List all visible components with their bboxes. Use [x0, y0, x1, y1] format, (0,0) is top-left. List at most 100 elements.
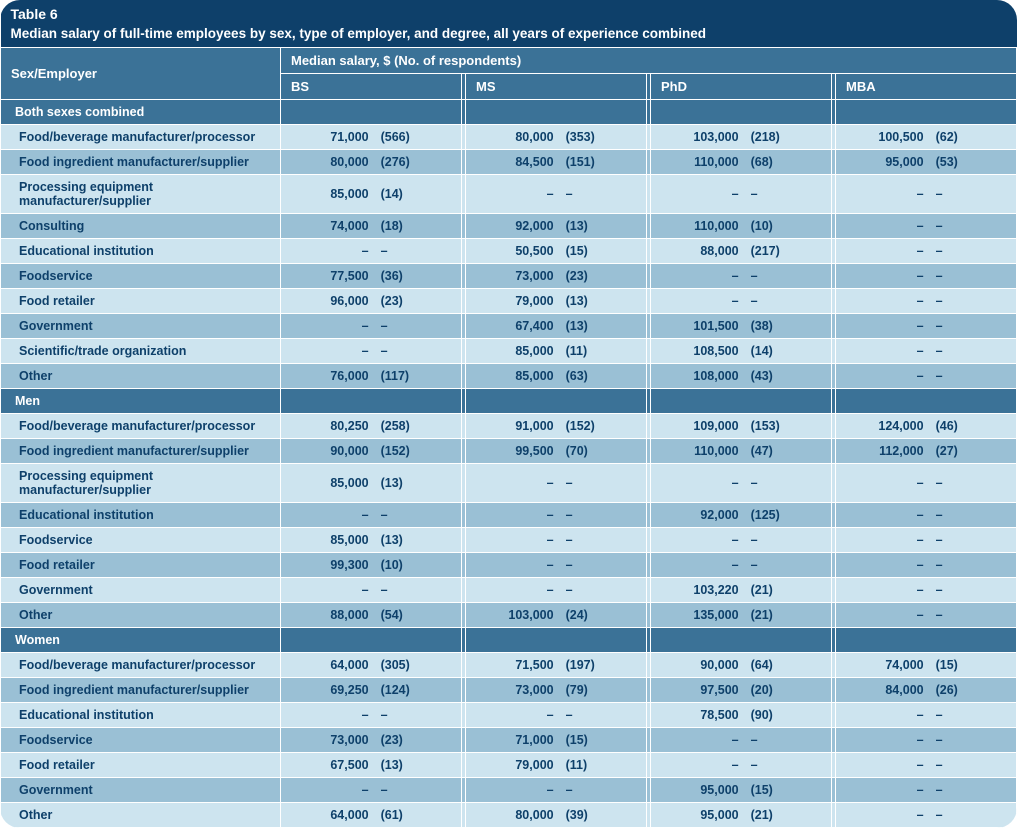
data-cell: ––	[466, 553, 647, 578]
salary-value: –	[836, 319, 930, 333]
data-cell: 124,000(46)	[836, 414, 1017, 439]
data-cell: ––	[466, 528, 647, 553]
respondent-count: (13)	[560, 319, 632, 333]
salary-value: –	[281, 244, 375, 258]
respondent-count: –	[930, 187, 1002, 201]
table-row: Food ingredient manufacturer/supplier90,…	[1, 439, 1017, 464]
data-cell: 108,500(14)	[651, 339, 832, 364]
salary-value: –	[281, 319, 375, 333]
data-cell: 110,000(47)	[651, 439, 832, 464]
respondent-count: –	[930, 708, 1002, 722]
respondent-count: –	[930, 508, 1002, 522]
data-cell: 84,500(151)	[466, 150, 647, 175]
data-cell: ––	[836, 603, 1017, 628]
salary-value: 135,000	[651, 608, 745, 622]
data-cell: 103,000(218)	[651, 125, 832, 150]
data-cell: ––	[836, 264, 1017, 289]
salary-value: 110,000	[651, 219, 745, 233]
data-cell: ––	[836, 703, 1017, 728]
data-cell: ––	[466, 464, 647, 503]
data-cell: 79,000(13)	[466, 289, 647, 314]
salary-value: –	[651, 558, 745, 572]
row-label: Food ingredient manufacturer/supplier	[1, 150, 281, 175]
respondent-count: –	[930, 583, 1002, 597]
data-cell: 67,500(13)	[281, 753, 462, 778]
salary-value: 64,000	[281, 658, 375, 672]
salary-value: 80,000	[466, 130, 560, 144]
respondent-count: (13)	[375, 533, 447, 547]
respondent-count: (258)	[375, 419, 447, 433]
respondent-count: (70)	[560, 444, 632, 458]
table-title-row: Table 6	[1, 0, 1017, 24]
data-cell: ––	[836, 364, 1017, 389]
row-label: Government	[1, 578, 281, 603]
col-phd: PhD	[651, 74, 832, 100]
salary-value: –	[836, 269, 930, 283]
salary-value: 85,000	[466, 369, 560, 383]
salary-value: 109,000	[651, 419, 745, 433]
data-cell: ––	[651, 728, 832, 753]
table-row: Scientific/trade organization––85,000(11…	[1, 339, 1017, 364]
data-cell: 80,000(353)	[466, 125, 647, 150]
respondent-count: (15)	[560, 244, 632, 258]
data-cell: ––	[836, 214, 1017, 239]
salary-value: –	[836, 533, 930, 547]
row-label: Educational institution	[1, 239, 281, 264]
salary-value: –	[836, 733, 930, 747]
data-cell: ––	[651, 753, 832, 778]
salary-value: 85,000	[281, 476, 375, 490]
salary-value: 95,000	[651, 808, 745, 822]
salary-value: 103,000	[651, 130, 745, 144]
data-cell: 108,000(43)	[651, 364, 832, 389]
header-row-1: Sex/Employer Median salary, $ (No. of re…	[1, 48, 1017, 74]
data-cell: 50,500(15)	[466, 239, 647, 264]
respondent-count: –	[745, 558, 817, 572]
row-label: Food/beverage manufacturer/processor	[1, 125, 281, 150]
respondent-count: (353)	[560, 130, 632, 144]
salary-value: –	[651, 476, 745, 490]
respondent-count: –	[930, 533, 1002, 547]
table-row: Foodservice85,000(13)––––––	[1, 528, 1017, 553]
salary-value: 92,000	[466, 219, 560, 233]
respondent-count: (43)	[745, 369, 817, 383]
salary-value: 50,500	[466, 244, 560, 258]
col-ms: MS	[466, 74, 647, 100]
respondent-count: –	[930, 558, 1002, 572]
respondent-count: (13)	[560, 219, 632, 233]
salary-value: 110,000	[651, 444, 745, 458]
data-cell: ––	[836, 339, 1017, 364]
respondent-count: (14)	[745, 344, 817, 358]
salary-value: 112,000	[836, 444, 930, 458]
row-label: Foodservice	[1, 728, 281, 753]
data-cell: 64,000(61)	[281, 803, 462, 828]
data-cell: 85,000(13)	[281, 528, 462, 553]
data-cell: ––	[836, 289, 1017, 314]
respondent-count: –	[560, 783, 632, 797]
table-row: Educational institution––––78,500(90)––	[1, 703, 1017, 728]
row-label: Other	[1, 603, 281, 628]
salary-value: 80,000	[466, 808, 560, 822]
salary-value: –	[836, 369, 930, 383]
row-label: Government	[1, 314, 281, 339]
respondent-count: (13)	[560, 294, 632, 308]
respondent-count: (21)	[745, 808, 817, 822]
respondent-count: (15)	[930, 658, 1002, 672]
salary-value: –	[836, 758, 930, 772]
data-cell: 77,500(36)	[281, 264, 462, 289]
salary-value: 108,500	[651, 344, 745, 358]
respondent-count: (39)	[560, 808, 632, 822]
data-cell: ––	[836, 578, 1017, 603]
salary-value: 76,000	[281, 369, 375, 383]
respondent-count: (79)	[560, 683, 632, 697]
salary-value: –	[836, 508, 930, 522]
respondent-count: (23)	[375, 294, 447, 308]
salary-value: 78,500	[651, 708, 745, 722]
table-subtitle: Median salary of full-time employees by …	[1, 24, 1017, 48]
respondent-count: (21)	[745, 583, 817, 597]
respondent-count: (153)	[745, 419, 817, 433]
respondent-count: (62)	[930, 130, 1002, 144]
data-cell: 99,500(70)	[466, 439, 647, 464]
respondent-count: (64)	[745, 658, 817, 672]
data-cell: 95,000(53)	[836, 150, 1017, 175]
salary-value: –	[836, 708, 930, 722]
